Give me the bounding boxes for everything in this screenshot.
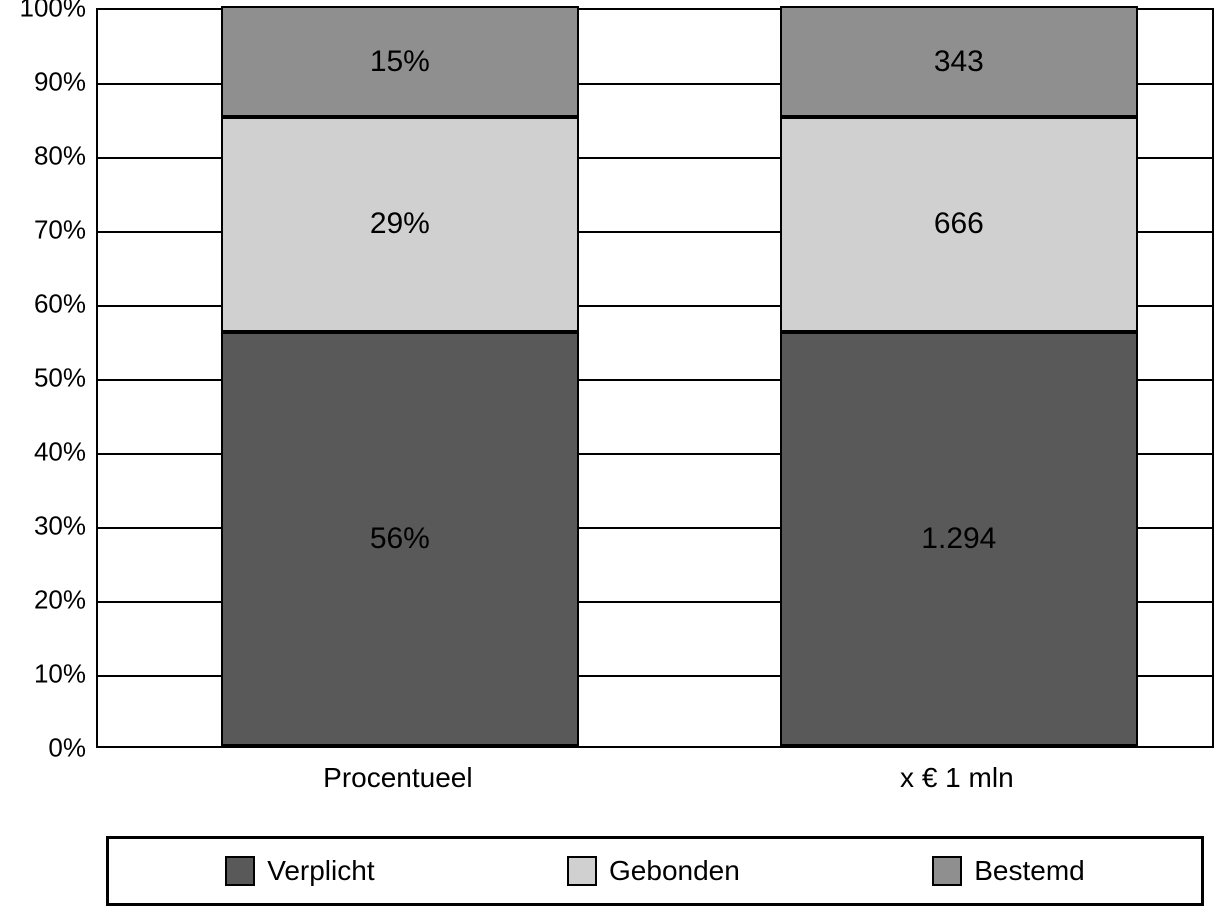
bar-segment-verplicht: 1.294	[780, 332, 1138, 746]
y-tick-label: 90%	[34, 67, 86, 98]
legend-item-bestemd: Bestemd	[932, 855, 1085, 887]
legend-label: Verplicht	[267, 855, 374, 887]
bar-segment-gebonden: 29%	[221, 117, 579, 332]
y-tick-label: 40%	[34, 437, 86, 468]
y-tick-label: 30%	[34, 511, 86, 542]
plot-area: 56% 29% 15% 1.294 666 343	[96, 8, 1214, 748]
y-tick-label: 50%	[34, 363, 86, 394]
legend-item-verplicht: Verplicht	[225, 855, 374, 887]
legend-swatch-verplicht	[225, 856, 255, 886]
y-tick-label: 0%	[48, 733, 86, 764]
legend-label: Bestemd	[974, 855, 1085, 887]
y-tick-label: 80%	[34, 141, 86, 172]
y-tick-label: 100%	[20, 0, 87, 24]
bar-group: 1.294 666 343	[780, 10, 1138, 746]
stacked-bar-chart: 56% 29% 15% 1.294 666 343 Verplicht Gebonden Be…	[0, 0, 1229, 921]
y-tick-label: 20%	[34, 585, 86, 616]
legend-swatch-gebonden	[567, 856, 597, 886]
bar-segment-bestemd: 343	[780, 6, 1138, 117]
x-category-label: Procentueel	[323, 762, 472, 794]
bar-segment-gebonden: 666	[780, 117, 1138, 332]
bar-segment-label: 29%	[370, 207, 430, 241]
y-tick-label: 10%	[34, 659, 86, 690]
legend-item-gebonden: Gebonden	[567, 855, 740, 887]
legend-label: Gebonden	[609, 855, 740, 887]
legend: Verplicht Gebonden Bestemd	[106, 836, 1204, 906]
y-tick-label: 70%	[34, 215, 86, 246]
bar-segment-bestemd: 15%	[221, 6, 579, 117]
bar-segment-verplicht: 56%	[221, 332, 579, 746]
bar-segment-label: 343	[934, 45, 984, 79]
bar-group: 56% 29% 15%	[221, 10, 579, 746]
x-category-label: x € 1 mln	[900, 762, 1014, 794]
y-tick-label: 60%	[34, 289, 86, 320]
bar-segment-label: 666	[934, 207, 984, 241]
bar-segment-label: 56%	[370, 522, 430, 556]
legend-swatch-bestemd	[932, 856, 962, 886]
bar-segment-label: 1.294	[921, 522, 996, 556]
bar-segment-label: 15%	[370, 45, 430, 79]
